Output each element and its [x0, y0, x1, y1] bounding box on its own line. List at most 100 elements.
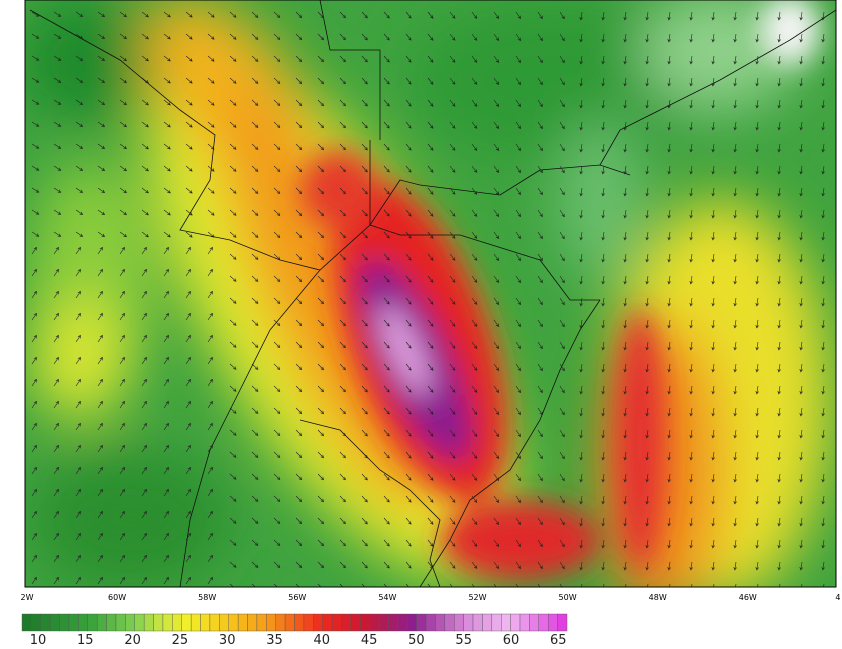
colorbar-cell: [350, 613, 361, 632]
wind-arrow: [515, 385, 521, 394]
wind-arrow: [493, 165, 500, 174]
wind-arrow: [689, 319, 693, 329]
wind-arrow: [207, 312, 213, 321]
wind-arrow: [515, 517, 521, 526]
wind-arrow: [207, 55, 215, 62]
wind-arrow: [777, 319, 781, 329]
wind-arrow: [361, 143, 368, 151]
wind-arrow: [449, 165, 456, 173]
wind-arrow: [251, 363, 259, 370]
wind-arrow: [755, 143, 759, 153]
wind-arrow: [141, 246, 147, 255]
colorbar-cell: [369, 613, 380, 632]
wind-arrow: [471, 451, 478, 459]
wind-arrow: [449, 385, 456, 393]
wind-arrow: [821, 77, 825, 87]
wind-arrow: [185, 187, 193, 194]
wind-arrow: [515, 297, 521, 306]
wind-arrow: [471, 539, 478, 547]
colorbar-cell: [172, 613, 182, 632]
wind-arrow: [251, 407, 259, 414]
wind-arrow: [667, 385, 671, 395]
wind-arrow: [273, 55, 281, 62]
wind-arrow: [339, 209, 346, 217]
wind-arrow: [97, 268, 103, 277]
wind-arrow: [53, 11, 62, 17]
wind-arrow: [53, 187, 62, 193]
wind-arrow: [493, 297, 500, 306]
wind-arrow: [229, 209, 237, 216]
wind-arrow: [471, 407, 478, 415]
wind-arrow: [777, 55, 781, 65]
wind-arrow: [799, 473, 803, 483]
wind-arrow: [119, 444, 125, 453]
wind-arrow: [601, 11, 605, 21]
wind-arrow: [405, 363, 412, 371]
wind-arrow: [515, 363, 521, 372]
wind-arrow: [493, 341, 500, 350]
wind-arrow: [383, 539, 390, 547]
wind-arrow: [755, 319, 759, 329]
wind-arrow: [185, 231, 193, 238]
wind-arrow: [31, 11, 40, 17]
wind-arrow: [53, 334, 59, 343]
wind-arrow: [801, 583, 803, 587]
wind-arrow: [97, 488, 103, 497]
wind-arrow: [163, 187, 171, 194]
wind-arrow: [777, 561, 781, 571]
wind-arrow: [623, 275, 627, 285]
wind-arrow: [97, 209, 106, 215]
wind-arrow: [449, 517, 456, 525]
wind-arrow: [515, 187, 521, 196]
wind-arrow: [339, 517, 346, 525]
wind-arrow: [361, 253, 368, 261]
wind-arrow: [31, 488, 37, 497]
wind-arrow: [339, 385, 346, 393]
wind-arrow: [645, 165, 649, 175]
wind-arrow: [97, 444, 103, 453]
wind-arrow: [515, 583, 519, 587]
wind-arrow: [711, 517, 715, 527]
wind-arrow: [799, 539, 803, 549]
wind-arrow: [515, 341, 521, 350]
wind-arrow: [645, 77, 649, 87]
wind-arrow: [339, 55, 346, 63]
wind-arrow: [777, 429, 781, 439]
wind-arrow: [493, 77, 500, 86]
wind-arrow: [163, 209, 171, 216]
wind-arrow: [119, 356, 125, 365]
wind-arrow: [755, 451, 759, 461]
wind-arrow: [777, 539, 781, 549]
wind-arrow: [383, 473, 390, 481]
wind-arrow: [383, 583, 388, 587]
wind-arrow: [405, 385, 412, 393]
wind-arrow: [799, 33, 803, 43]
wind-arrow: [601, 297, 605, 307]
wind-arrow: [559, 143, 565, 152]
wind-arrow: [273, 99, 281, 106]
wind-arrow: [229, 429, 237, 436]
colorbar-label: 35: [266, 633, 283, 648]
wind-arrow: [405, 33, 412, 41]
wind-arrow: [821, 187, 825, 197]
wind-arrow: [31, 209, 40, 215]
wind-arrow: [449, 451, 456, 459]
wind-arrow: [559, 77, 565, 86]
wind-arrow: [559, 99, 565, 108]
wind-arrow: [339, 561, 346, 569]
wind-arrow: [97, 187, 106, 193]
wind-arrow: [207, 187, 215, 194]
wind-arrow: [645, 385, 649, 395]
wind-arrow: [821, 253, 825, 263]
wind-arrow: [493, 319, 500, 328]
wind-arrow: [623, 517, 627, 527]
colorbar-cell: [134, 613, 145, 632]
wind-arrow: [295, 429, 303, 437]
wind-arrow: [449, 429, 456, 437]
wind-arrow: [579, 77, 583, 87]
colorbar: 10 15 20 25 30 35 40 45 50 55 60 65: [21, 613, 568, 648]
wind-arrow: [361, 539, 368, 547]
wind-arrow: [339, 143, 346, 151]
wind-arrow: [537, 363, 543, 372]
wind-arrow: [623, 231, 627, 241]
